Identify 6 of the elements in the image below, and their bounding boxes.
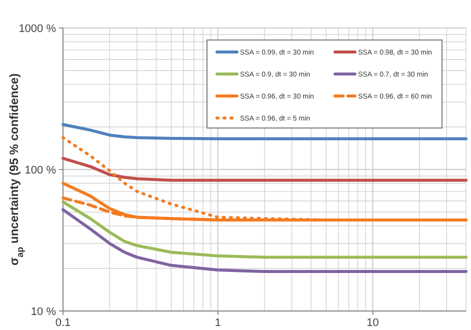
x-tick-label: 10 <box>366 317 379 329</box>
x-tick-label: 0.1 <box>55 317 71 329</box>
y-tick-label: 1000 % <box>18 22 56 35</box>
x-tick-label: 1 <box>214 317 221 329</box>
y-tick-label: 100 % <box>24 164 56 176</box>
y-tick-label: 10 % <box>30 306 56 318</box>
